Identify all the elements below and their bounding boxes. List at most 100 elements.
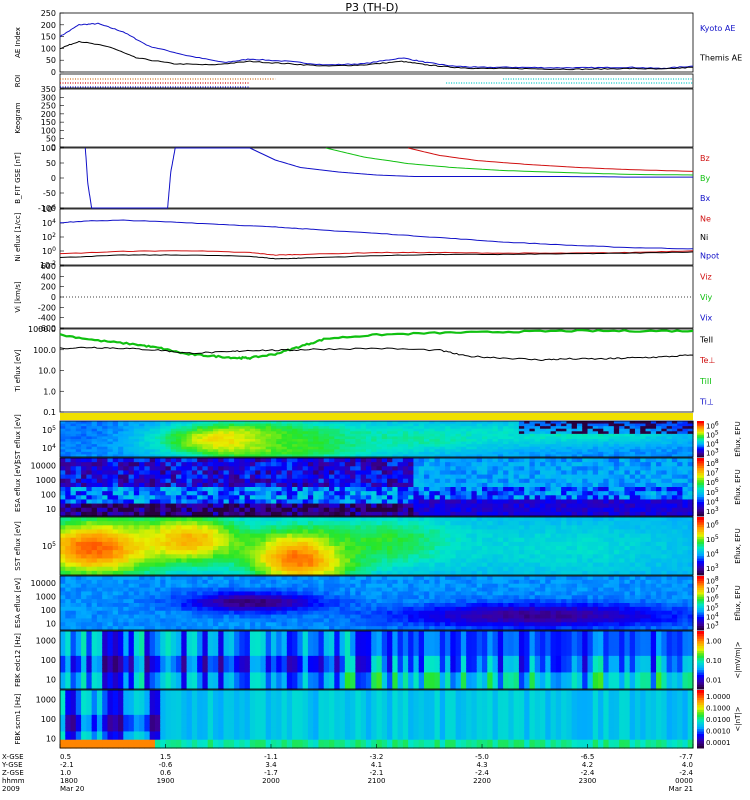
heatmap-cell: [355, 541, 362, 547]
heatmap-cell: [582, 517, 589, 522]
heatmap-cell: [186, 426, 193, 430]
heatmap-cell: [513, 482, 520, 488]
heatmap-cell: [640, 426, 647, 430]
heatmap-cell: [344, 491, 351, 496]
heatmap-cell: [503, 562, 509, 568]
heatmap-cell: [170, 428, 177, 432]
heatmap-cell: [582, 550, 589, 555]
heatmap-cell: [418, 428, 425, 432]
heatmap-cell: [223, 507, 230, 513]
heatmap-cell: [529, 454, 536, 458]
heatmap-cell: [518, 495, 525, 501]
heatmap-cell: [107, 487, 114, 492]
heatmap-cell: [634, 421, 641, 425]
heatmap-cell: [339, 529, 346, 535]
heatmap-cell: [666, 444, 673, 448]
heatmap-cell: [197, 507, 204, 513]
heatmap-cell: [265, 511, 272, 517]
heatmap-cell: [286, 511, 293, 517]
heatmap-cell: [86, 562, 93, 568]
heatmap-cell: [582, 533, 589, 539]
heatmap-cell: [402, 558, 409, 564]
heatmap-cell: [534, 421, 541, 425]
heatmap-cell: [624, 507, 631, 513]
heatmap-cell: [408, 499, 415, 505]
heatmap-cell: [350, 507, 357, 513]
heatmap-cell: [571, 562, 578, 568]
heatmap-cell: [123, 541, 130, 547]
heatmap-cell: [133, 533, 140, 539]
heatmap-cell: [661, 511, 668, 517]
heatmap-cell: [249, 533, 256, 539]
heatmap-cell: [176, 433, 182, 438]
heatmap-cell: [677, 433, 684, 438]
heatmap-cell: [429, 495, 436, 501]
heatmap-cell: [387, 541, 393, 547]
heatmap-cell: [365, 451, 372, 456]
heatmap-cell: [133, 426, 140, 430]
heatmap-cell: [408, 562, 415, 568]
heatmap-cell: [371, 537, 378, 543]
heatmap-cell: [75, 462, 82, 467]
heatmap-cell: [634, 503, 641, 509]
heatmap-cell: [524, 511, 531, 517]
heatmap-cell: [128, 482, 135, 488]
heatmap-cell: [482, 439, 488, 443]
heatmap-cell: [118, 454, 124, 458]
heatmap-cell: [666, 433, 673, 438]
heatmap-cell: [344, 562, 351, 568]
heatmap-cell: [476, 441, 483, 445]
heatmap-cell: [265, 458, 272, 463]
colorbar-cell: [697, 421, 704, 423]
heatmap-cell: [118, 474, 124, 480]
heatmap-cell: [350, 511, 357, 517]
heatmap-cell: [123, 462, 130, 467]
colorbar-cell: [697, 472, 704, 476]
heatmap-cell: [191, 421, 198, 425]
heatmap-cell: [529, 537, 536, 543]
heatmap-cell: [265, 449, 272, 453]
heatmap-cell: [487, 546, 494, 551]
heatmap-cell: [228, 428, 235, 432]
heatmap-cell: [128, 546, 135, 551]
panel-ylabel: Keogram: [14, 102, 22, 133]
heatmap-cell: [218, 507, 225, 513]
heatmap-cell: [687, 482, 694, 488]
heatmap-cell: [466, 431, 473, 435]
heatmap-cell: [555, 482, 562, 488]
heatmap-cell: [128, 550, 135, 555]
heatmap-cell: [529, 470, 536, 476]
heatmap-cell: [281, 541, 288, 547]
heatmap-cell: [518, 503, 525, 509]
heatmap-cell: [619, 458, 626, 463]
heatmap-cell: [671, 444, 678, 448]
heatmap-cell: [445, 470, 451, 476]
heatmap-cell: [503, 511, 509, 517]
heatmap-cell: [281, 503, 288, 509]
heatmap-cell: [218, 423, 225, 427]
heatmap-cell: [160, 562, 167, 568]
heatmap-cell: [281, 462, 288, 467]
heatmap-cell: [255, 423, 262, 427]
heatmap-cell: [650, 499, 657, 505]
heatmap-cell: [402, 431, 409, 435]
heatmap-cell: [176, 550, 182, 555]
heatmap-cell: [587, 474, 594, 480]
y-tick: 100: [42, 246, 56, 256]
heatmap-cell: [561, 451, 568, 456]
heatmap-cell: [587, 458, 594, 463]
heatmap-cell: [202, 550, 209, 555]
heatmap-cell: [439, 507, 446, 513]
y-tick: 600: [41, 262, 56, 271]
heatmap-cell: [576, 541, 583, 547]
heatmap-cell: [598, 491, 604, 496]
heatmap-cell: [466, 441, 473, 445]
heatmap-cell: [518, 558, 525, 564]
heatmap-cell: [365, 503, 372, 509]
heatmap-cell: [197, 499, 204, 505]
heatmap-cell: [276, 426, 283, 430]
heatmap-cell: [482, 546, 488, 551]
heatmap-cell: [518, 454, 525, 458]
heatmap-cell: [487, 426, 494, 430]
heatmap-cell: [677, 423, 684, 427]
